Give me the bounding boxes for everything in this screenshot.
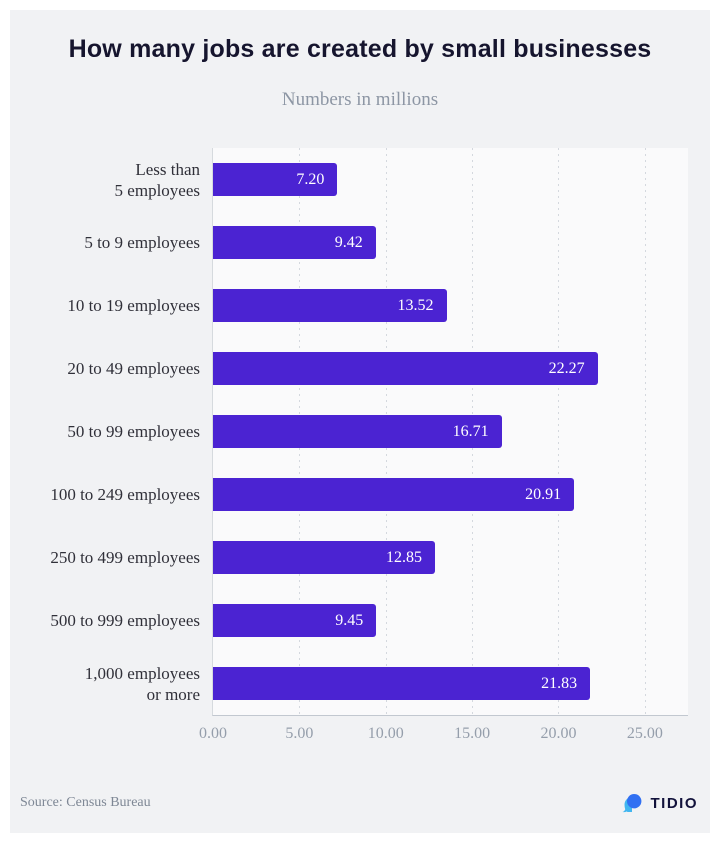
bar-value-label: 9.42 [334,233,363,251]
category-label: 10 to 19 employees [67,296,200,315]
chart-card: How many jobs are created by small busin… [10,10,710,833]
category-label: 50 to 99 employees [67,422,200,441]
bar-row: 12.85 [213,526,688,589]
bar: 21.83 [213,667,591,700]
bar: 13.52 [213,289,447,322]
bar-value-label: 21.83 [541,674,578,692]
plot-area: 7.20 9.42 13.52 22.27 16.71 20.91 12.85 9.45 21.… [199,148,688,742]
category-label: 250 to 499 employees [50,548,200,567]
bar-value-label: 9.45 [335,611,364,629]
bar: 9.45 [213,604,377,637]
category-label: Less than 5 employees [114,159,200,200]
bar: 20.91 [213,478,575,511]
bar-chart: Less than 5 employees 5 to 9 employees 10 t… [10,148,688,742]
x-axis-tick-label: 5.00 [285,725,314,742]
brand-logo: TIDIO [620,791,699,815]
bar: 7.20 [213,163,338,196]
bar: 16.71 [213,415,502,448]
chart-title: How many jobs are created by small busin… [68,35,652,63]
bar-row: 16.71 [213,400,688,463]
bar-value-label: 12.85 [385,548,422,566]
bar: 9.42 [213,226,376,259]
tidio-chat-bubbles-icon [620,791,644,815]
category-label: 5 to 9 employees [84,233,200,252]
x-axis-tick-label: 25.00 [626,725,663,742]
bar-value-label: 22.27 [548,359,585,377]
bar-row: 9.42 [213,211,688,274]
category-label: 1,000 employees or more [84,663,200,704]
bar-value-label: 7.20 [296,170,325,188]
bar-row: 20.91 [213,463,688,526]
category-labels-column: Less than 5 employees 5 to 9 employees 10 t… [10,148,212,716]
brand-name: TIDIO [650,794,698,812]
category-label: 500 to 999 employees [50,611,200,630]
source-note: Source: Census Bureau [20,795,151,810]
bar: 22.27 [213,352,598,385]
category-label: 100 to 249 employees [50,485,200,504]
bar: 12.85 [213,541,435,574]
bar-row: 9.45 [213,589,688,652]
chart-footer: Source: Census Bureau TIDIO [10,791,710,815]
x-axis-tick-label: 10.00 [367,725,404,742]
chart-subtitle: Numbers in millions [281,89,439,110]
bar-row: 7.20 [213,148,688,211]
bar-row: 22.27 [213,337,688,400]
x-axis-tick-label: 20.00 [540,725,577,742]
x-axis-tick-label: 15.00 [454,725,491,742]
bar-value-label: 16.71 [452,422,489,440]
bar-row: 21.83 [213,652,688,715]
category-label: 20 to 49 employees [67,359,200,378]
x-axis-tick-label: 0.00 [199,725,227,742]
gridline [558,148,560,715]
bar-value-label: 20.91 [525,485,562,503]
bar-value-label: 13.52 [397,296,434,314]
bar-row: 13.52 [213,274,688,337]
gridline [644,148,646,715]
